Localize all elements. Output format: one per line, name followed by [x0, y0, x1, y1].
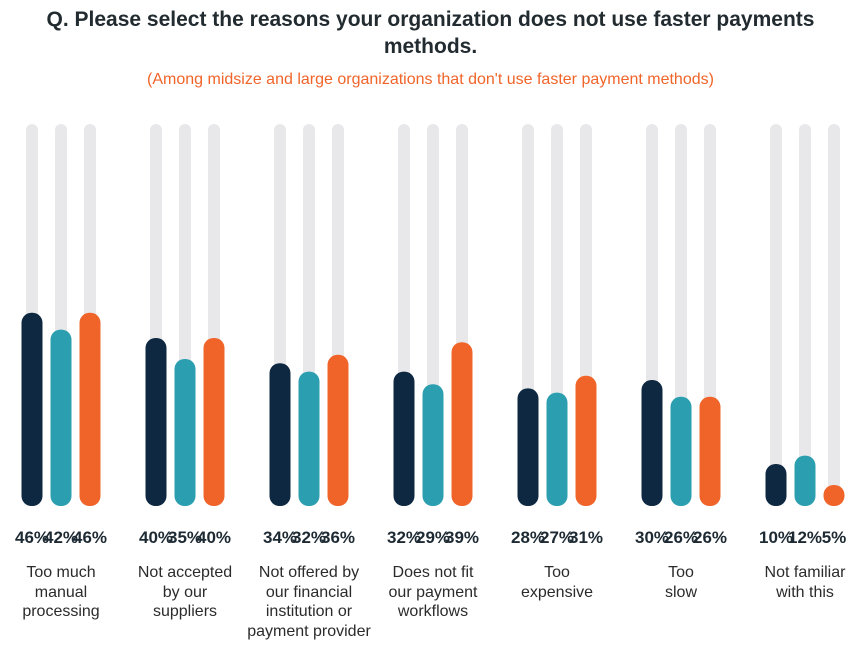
category-label-line: with this	[776, 583, 834, 601]
category-label-line: payment provider	[247, 622, 371, 640]
data-label: 12%	[788, 528, 822, 547]
data-label: 46%	[73, 528, 107, 547]
data-label: 42%	[44, 528, 78, 547]
bar-too-slow-s3	[699, 396, 721, 506]
category-label: Not offered by our financial institution o…	[234, 563, 384, 641]
category-label: Not accepted by our suppliers	[110, 563, 260, 622]
bar-not-offered-by-our-financial-institution-or-payment-provider-s3	[327, 354, 349, 506]
category-label-line: Not familiar	[764, 564, 846, 581]
data-label: 31%	[569, 528, 603, 547]
bar-does-not-fit-our-payment-workflows-s1	[393, 371, 415, 506]
category-label-line: our payment	[388, 583, 478, 601]
data-label: 40%	[139, 528, 173, 547]
category-label: Does not fit our payment workflows	[358, 563, 508, 622]
data-label: 46%	[15, 528, 49, 547]
category-label-line: manual	[34, 583, 88, 601]
bar-not-familiar-with-this-s3	[823, 485, 845, 506]
category-label-line: institution or	[265, 603, 353, 620]
category-label-line: Does not fit	[392, 564, 474, 581]
data-label: 5%	[822, 528, 847, 547]
category-label: Not familiar with this	[730, 563, 861, 602]
data-label: 32%	[387, 528, 421, 547]
data-label: 34%	[263, 528, 297, 547]
data-label: 40%	[197, 528, 231, 547]
bar-too-much-manual-processing-s3	[79, 312, 101, 506]
category-label-line: Too	[668, 564, 694, 581]
data-label: 27%	[540, 528, 574, 547]
data-label: 35%	[168, 528, 202, 547]
bar-not-accepted-by-our-suppliers-s1	[145, 338, 167, 506]
bar-not-offered-by-our-financial-institution-or-payment-provider-s1	[269, 363, 291, 506]
bar-too-slow-s2	[670, 396, 692, 506]
category-label-line: expensive	[520, 583, 594, 601]
data-label: 29%	[416, 528, 450, 547]
bar-not-offered-by-our-financial-institution-or-payment-provider-s2	[298, 371, 320, 506]
chart-title: Q. Please select the reasons your organi…	[46, 8, 815, 58]
data-label: 36%	[321, 528, 355, 547]
data-label: 10%	[759, 528, 793, 547]
category-label: Too much manual processing	[0, 563, 136, 622]
bar-track	[828, 124, 840, 506]
category-label-line: processing	[22, 603, 100, 620]
data-label: 30%	[635, 528, 669, 547]
category-label-line: Not accepted	[137, 564, 233, 581]
bar-not-accepted-by-our-suppliers-s2	[174, 359, 196, 506]
chart-subtitle: (Among midsize and large organizations t…	[147, 71, 714, 88]
data-label: 26%	[693, 528, 727, 547]
data-label: 26%	[664, 528, 698, 547]
category-label-line: Not offered by	[258, 564, 360, 581]
bar-too-expensive-s2	[546, 392, 568, 506]
data-label: 39%	[445, 528, 479, 547]
bar-not-familiar-with-this-s2	[794, 455, 816, 506]
category-label-line: suppliers	[152, 603, 218, 620]
bar-too-much-manual-processing-s2	[50, 329, 72, 506]
category-label: Too slow	[606, 563, 756, 602]
bar-track	[770, 124, 782, 506]
bar-too-slow-s1	[641, 380, 663, 506]
bar-not-familiar-with-this-s1	[765, 464, 787, 506]
bar-too-expensive-s3	[575, 375, 597, 506]
bar-does-not-fit-our-payment-workflows-s2	[422, 384, 444, 506]
bar-too-much-manual-processing-s1	[21, 312, 43, 506]
category-label-line: Too much	[26, 564, 96, 581]
bar-not-accepted-by-our-suppliers-s3	[203, 338, 225, 506]
category-label-line: Too	[544, 564, 570, 581]
bar-track	[799, 124, 811, 506]
category-label-line: workflows	[397, 603, 469, 620]
data-label: 28%	[511, 528, 545, 547]
category-label: Too expensive	[482, 563, 632, 602]
category-label-line: slow	[664, 583, 697, 601]
bar-does-not-fit-our-payment-workflows-s3	[451, 342, 473, 506]
data-label: 32%	[292, 528, 326, 547]
category-label-line: our financial	[265, 583, 353, 601]
bar-too-expensive-s1	[517, 388, 539, 506]
category-label-line: by our	[162, 583, 208, 601]
